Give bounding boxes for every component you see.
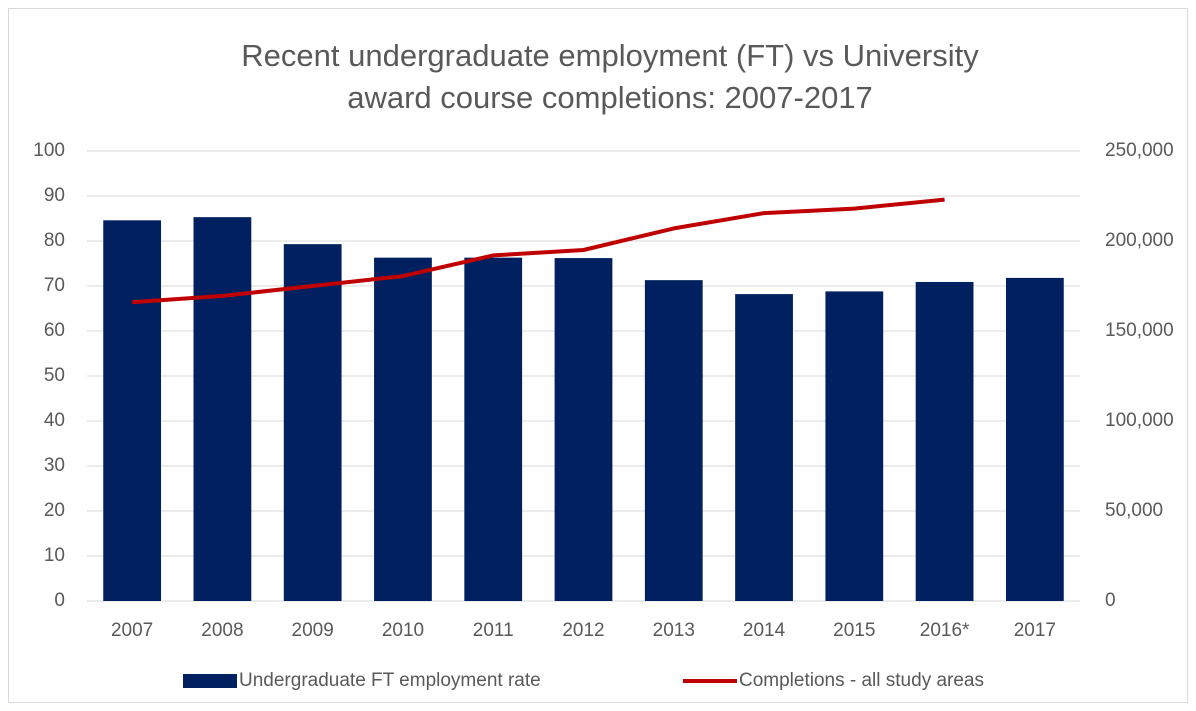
line — [131, 197, 945, 305]
bar — [193, 217, 252, 601]
x-tick-label: 2015 — [833, 620, 875, 641]
x-tick-label: 2016* — [920, 620, 970, 641]
y2-tick-label: 0 — [1105, 590, 1116, 611]
x-tick-label: 2011 — [473, 620, 514, 641]
x-tick-label: 2012 — [562, 620, 604, 641]
y2-tick-label: 50,000 — [1105, 500, 1163, 521]
y-tick-label: 20 — [44, 500, 65, 521]
x-tick-label: 2013 — [653, 620, 695, 641]
x-tick-label: 2009 — [292, 620, 334, 641]
y2-tick-label: 200,000 — [1105, 230, 1174, 251]
x-tick-label: 2007 — [111, 620, 153, 641]
y-tick-label: 10 — [44, 545, 65, 566]
y-tick-label: 0 — [54, 590, 65, 611]
bar — [644, 280, 703, 601]
legend-label: Undergraduate FT employment rate — [239, 670, 541, 691]
chart-title: award course completions: 2007-2017 — [347, 80, 873, 115]
y-tick-label: 100 — [33, 140, 65, 161]
chart-title: Recent undergraduate employment (FT) vs … — [241, 38, 979, 73]
y2-tick-label: 250,000 — [1105, 140, 1174, 161]
y2-tick-label: 100,000 — [1105, 410, 1174, 431]
bar — [735, 294, 793, 601]
y-tick-label: 90 — [44, 185, 65, 206]
bar — [915, 281, 974, 601]
y-tick-label: 30 — [44, 455, 65, 476]
bar — [283, 244, 342, 601]
bar — [103, 220, 162, 602]
y-tick-label: 70 — [44, 275, 65, 296]
bar — [825, 291, 884, 601]
bar — [554, 258, 613, 601]
bar — [464, 257, 523, 601]
y-tick-label: 80 — [44, 230, 65, 251]
y-tick-label: 50 — [44, 365, 65, 386]
x-tick-label: 2010 — [382, 620, 424, 641]
legend-swatch — [183, 674, 237, 688]
x-tick-label: 2014 — [743, 620, 786, 641]
x-tick-label: 2008 — [201, 620, 243, 641]
legend-label: Completions - all study areas — [739, 670, 984, 691]
x-tick-label: 2017 — [1014, 620, 1056, 641]
y2-tick-label: 150,000 — [1105, 320, 1174, 341]
y-tick-label: 60 — [44, 320, 65, 341]
bar — [1005, 277, 1064, 601]
bar — [374, 257, 432, 601]
y-tick-label: 40 — [44, 410, 65, 431]
